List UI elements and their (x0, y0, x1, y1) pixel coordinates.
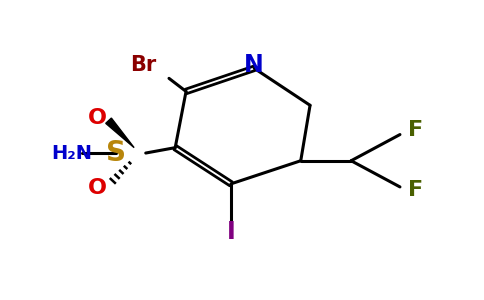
Text: N: N (244, 53, 264, 77)
Text: I: I (227, 220, 235, 244)
Text: Br: Br (130, 55, 156, 75)
Text: O: O (88, 108, 106, 128)
Text: F: F (408, 180, 423, 200)
Text: F: F (408, 120, 423, 140)
Text: S: S (106, 139, 126, 167)
Text: O: O (88, 178, 106, 198)
Polygon shape (106, 118, 134, 148)
Text: H₂N: H₂N (51, 143, 92, 163)
